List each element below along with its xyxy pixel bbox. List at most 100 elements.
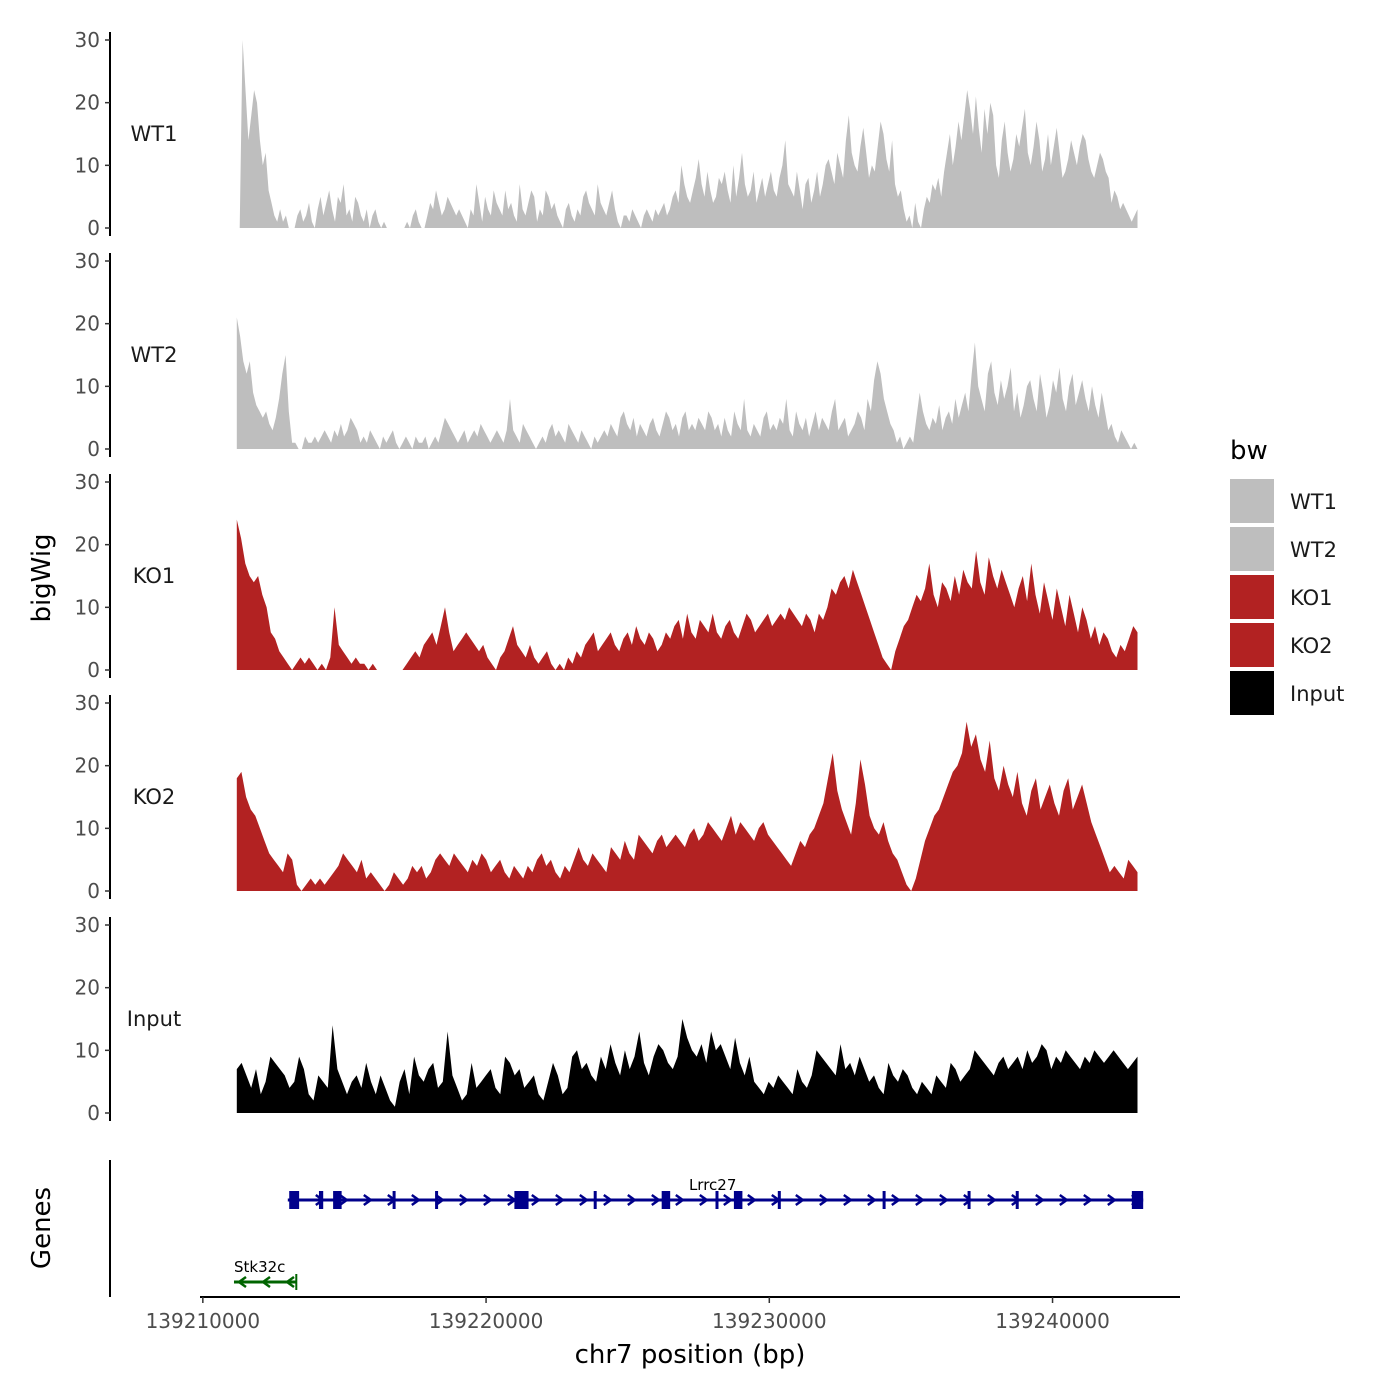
y-tick-label: 0: [87, 879, 100, 903]
y-tick-label: 30: [75, 691, 100, 715]
legend: bw WT1 WT2 KO1 KO2 Input: [1230, 436, 1344, 715]
y-tick-label: 20: [75, 533, 100, 557]
strand-arrow: [260, 1275, 271, 1289]
track-ko2: 0 10 20 30 KO2: [75, 691, 1138, 903]
legend-label: KO2: [1290, 634, 1333, 658]
legend-label: WT1: [1290, 490, 1337, 514]
strand-arrow: [363, 1193, 373, 1207]
exon: [661, 1191, 671, 1209]
y-tick-label: 30: [75, 470, 100, 494]
gene-lrrc27: Lrrc27: [287, 1176, 1144, 1209]
legend-label: Input: [1290, 682, 1344, 706]
strand-arrow: [1083, 1193, 1093, 1207]
exon: [1015, 1191, 1019, 1209]
coverage-area-wt2: [236, 317, 1138, 449]
track-wt1: 0 10 20 30 WT1: [75, 28, 1138, 240]
y-tick-label: 10: [75, 595, 100, 619]
exon: [715, 1191, 719, 1209]
strand-arrow: [723, 1193, 733, 1207]
strand-arrow: [284, 1275, 295, 1289]
strand-arrow: [747, 1193, 757, 1207]
strand-arrow: [603, 1193, 613, 1207]
coverage-tracks: 0 10 20 30 WT1 0 10 20 30 WT2 0 10 20 30 KO1 0 10 20 30 KO2…: [75, 28, 1138, 1125]
strand-arrow: [699, 1193, 709, 1207]
strand-arrow: [555, 1193, 565, 1207]
strand-arrow: [531, 1193, 541, 1207]
strand-arrow: [1059, 1193, 1069, 1207]
gene-track: Stk32c Lrrc27: [109, 1160, 1144, 1297]
exon: [967, 1191, 971, 1209]
track-label: WT1: [131, 122, 178, 146]
track-input: 0 10 20 30 Input: [75, 913, 1138, 1125]
strand-arrow: [339, 1193, 349, 1207]
y-tick-label: 0: [87, 1101, 100, 1125]
y-tick-label: 30: [75, 249, 100, 273]
coverage-area-wt1: [236, 40, 1138, 228]
strand-arrow: [891, 1193, 901, 1207]
strand-arrow: [1011, 1193, 1021, 1207]
y-tick-label: 30: [75, 28, 100, 52]
strand-arrow: [459, 1193, 469, 1207]
strand-arrow: [795, 1193, 805, 1207]
gene-label: Stk32c: [234, 1258, 285, 1276]
exon: [777, 1191, 781, 1209]
strand-arrow: [675, 1193, 685, 1207]
y-tick-label: 20: [75, 312, 100, 336]
legend-swatch: [1230, 479, 1274, 523]
strand-arrow: [651, 1193, 661, 1207]
track-label: Input: [127, 1007, 181, 1031]
gene-label: Lrrc27: [689, 1176, 736, 1194]
legend-item-ko2: KO2: [1230, 623, 1333, 667]
strand-arrow: [435, 1193, 445, 1207]
gene-stk32c: Stk32c: [233, 1258, 298, 1290]
track-label: KO1: [133, 564, 176, 588]
strand-arrow: [411, 1193, 421, 1207]
y-tick-label: 20: [75, 754, 100, 778]
y-tick-label: 10: [75, 153, 100, 177]
exon: [289, 1191, 300, 1209]
strand-arrow: [819, 1193, 829, 1207]
strand-arrow: [236, 1275, 247, 1289]
legend-item-wt2: WT2: [1230, 527, 1337, 571]
strand-arrow: [1107, 1193, 1117, 1207]
y-tick-label: 0: [87, 437, 100, 461]
strand-arrow: [627, 1193, 637, 1207]
coverage-area-ko1: [236, 519, 1138, 670]
legend-swatch: [1230, 671, 1274, 715]
strand-arrow: [579, 1193, 589, 1207]
strand-arrow: [915, 1193, 925, 1207]
exon: [1131, 1191, 1144, 1209]
y-tick-label: 10: [75, 1038, 100, 1062]
strand-arrow: [867, 1193, 877, 1207]
legend-item-wt1: WT1: [1230, 479, 1337, 523]
x-tick-label: 139230000: [712, 1309, 827, 1333]
y-tick-label: 10: [75, 374, 100, 398]
strand-arrow: [843, 1193, 853, 1207]
strand-arrow: [939, 1193, 949, 1207]
x-axis: 139210000 139220000 139230000 139240000: [146, 1296, 1180, 1333]
track-label: WT2: [131, 343, 178, 367]
strand-arrow: [987, 1193, 997, 1207]
legend-swatch: [1230, 623, 1274, 667]
legend-swatch: [1230, 527, 1274, 571]
track-wt2: 0 10 20 30 WT2: [75, 249, 1138, 461]
x-tick-label: 139210000: [146, 1309, 261, 1333]
y-tick-label: 20: [75, 976, 100, 1000]
legend-label: KO1: [1290, 586, 1333, 610]
strand-arrow: [963, 1193, 973, 1207]
exon: [733, 1191, 743, 1209]
exon: [514, 1191, 529, 1209]
legend-item-input: Input: [1230, 671, 1344, 715]
exon: [318, 1191, 324, 1209]
y-tick-label: 10: [75, 816, 100, 840]
coverage-area-ko2: [236, 721, 1138, 891]
x-tick-label: 139220000: [429, 1309, 544, 1333]
y-tick-label: 0: [87, 216, 100, 240]
y-tick-label: 30: [75, 913, 100, 937]
legend-item-ko1: KO1: [1230, 575, 1333, 619]
track-label: KO2: [133, 785, 176, 809]
exon: [392, 1191, 396, 1209]
genes-axis-title: Genes: [27, 1187, 57, 1269]
y-axis-title: bigWig: [27, 533, 57, 622]
legend-label: WT2: [1290, 538, 1337, 562]
